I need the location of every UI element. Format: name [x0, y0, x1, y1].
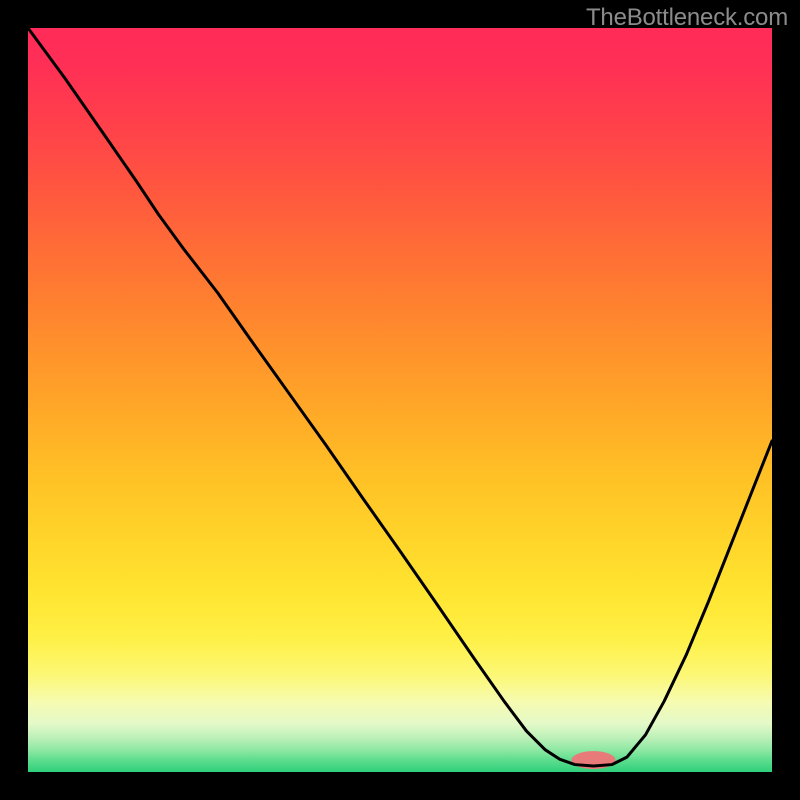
chart-frame: TheBottleneck.com [0, 0, 800, 800]
gradient-bg [28, 28, 772, 772]
plot-area [28, 28, 772, 772]
chart-svg [28, 28, 772, 772]
watermark-text: TheBottleneck.com [586, 4, 788, 32]
